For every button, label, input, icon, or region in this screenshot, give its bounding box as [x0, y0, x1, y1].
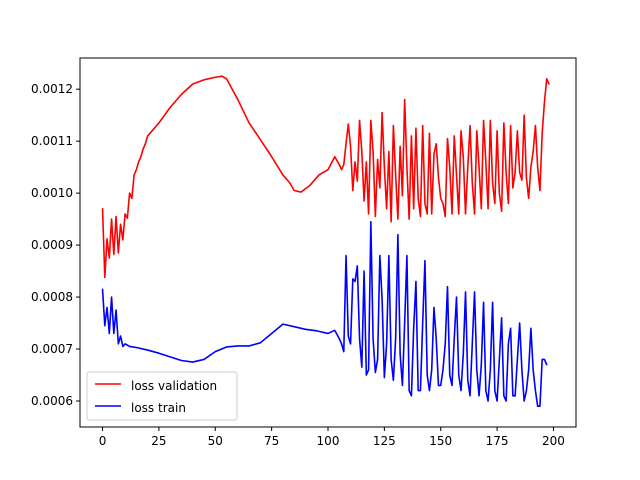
y-tick-label: 0.0010: [31, 186, 73, 200]
x-tick-label: 50: [208, 434, 223, 448]
y-tick-label: 0.0012: [31, 82, 73, 96]
series-layer: [101, 75, 550, 408]
x-tick-label: 75: [264, 434, 279, 448]
series-line-loss-train: [101, 220, 548, 408]
x-tick-label: 25: [151, 434, 166, 448]
y-tick-label: 0.0008: [31, 290, 73, 304]
x-tick-label: 100: [317, 434, 340, 448]
x-tick-label: 150: [429, 434, 452, 448]
y-tick-label: 0.0006: [31, 394, 73, 408]
x-axis: 0 25 50 75 100 125 150 175 200: [99, 427, 565, 448]
x-tick-label: 175: [486, 434, 509, 448]
y-tick-label: 0.0007: [31, 342, 73, 356]
legend: loss validation loss train: [86, 371, 238, 421]
x-tick-label: 125: [373, 434, 396, 448]
legend-box: [86, 371, 238, 421]
legend-label-loss-train: loss train: [131, 401, 186, 415]
series-line-loss-validation: [101, 75, 550, 279]
y-tick-label: 0.0011: [31, 134, 73, 148]
y-axis: 0.0006 0.0007 0.0008 0.0009 0.0010 0.0011 0.00…: [31, 82, 80, 408]
y-tick-label: 0.0009: [31, 238, 73, 252]
legend-label-loss-validation: loss validation: [131, 379, 217, 393]
x-tick-label: 0: [99, 434, 107, 448]
x-tick-label: 200: [542, 434, 565, 448]
